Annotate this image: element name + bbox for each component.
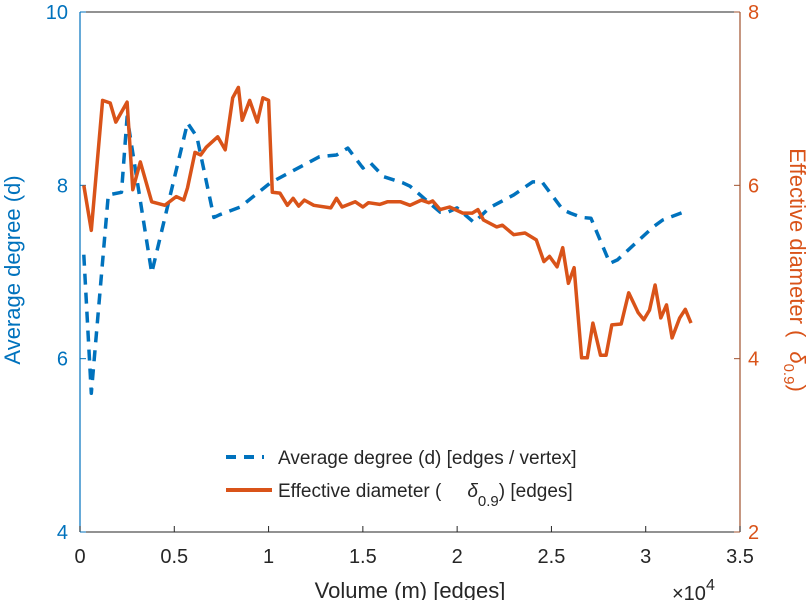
left-y-axis-label: Average degree (d) (0, 175, 25, 364)
right-y-tick-label: 8 (748, 2, 759, 24)
series-group (82, 85, 693, 396)
x-tick-label: 0.5 (160, 546, 188, 568)
x-tick-label: 0 (74, 546, 85, 568)
left-y-tick-label: 8 (57, 175, 68, 197)
left-y-tick-label: 4 (57, 522, 68, 544)
x-tick-label: 2.5 (538, 546, 566, 568)
right-y-tick-label: 2 (748, 522, 759, 544)
x-tick-label: 3.5 (726, 546, 754, 568)
right-y-tick-label: 4 (748, 349, 759, 371)
legend-label-average-degree: Average degree (d) [edges / vertex] (278, 448, 577, 469)
x-tick-label: 1.5 (349, 546, 377, 568)
x-tick-label: 2 (452, 546, 463, 568)
legend-label-effective-diameter: Effective diameter (δ0.9) [edges] (278, 481, 573, 510)
right-y-axis-label: Effective diameter (δ0.9) (780, 148, 810, 392)
x-multiplier: ×104 (672, 577, 715, 600)
x-tick-label: 1 (263, 546, 274, 568)
x-axis-label: Volume (m) [edges] (315, 578, 506, 600)
legend: Average degree (d) [edges / vertex] Effe… (226, 448, 577, 510)
axes (79, 11, 741, 533)
series-line-average-degree (82, 115, 685, 396)
left-y-tick-label: 6 (57, 349, 68, 371)
left-y-tick-label: 10 (46, 2, 68, 24)
series-line-effective-diameter (82, 85, 693, 360)
tick-labels: 0 0.5 1 1.5 2 2.5 3 3.5 4 6 8 10 2 4 6 8 (46, 2, 759, 568)
right-y-tick-label: 6 (748, 175, 759, 197)
x-tick-label: 3 (640, 546, 651, 568)
